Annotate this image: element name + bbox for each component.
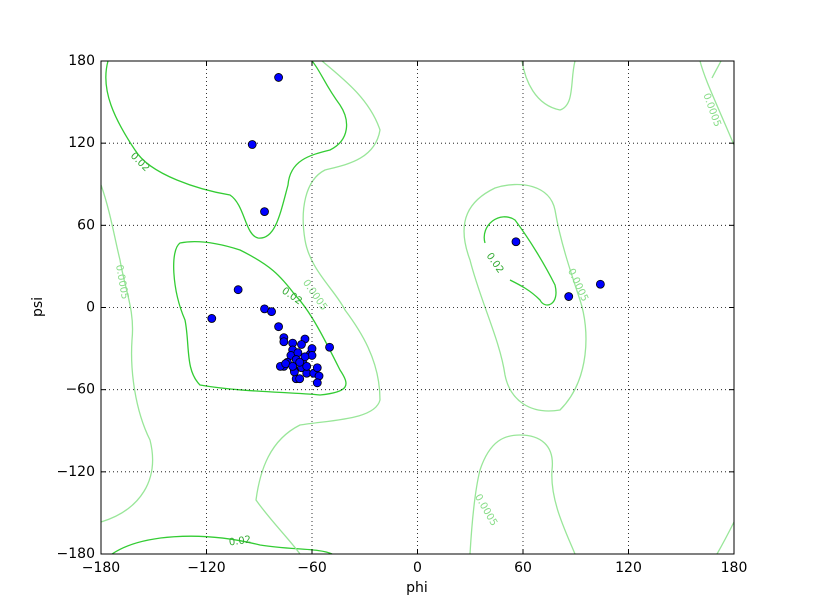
- contour-label: 0.02: [228, 534, 252, 548]
- x-tick-label: 0: [413, 560, 422, 576]
- contour-line: [255, 60, 381, 555]
- contour-line: [173, 241, 347, 396]
- point: [295, 374, 305, 384]
- point: [260, 207, 269, 217]
- contour-line: [521, 60, 576, 111]
- point: [207, 314, 217, 323]
- plot-frame: [100, 60, 735, 555]
- y-axis-label: psi: [30, 297, 46, 317]
- contour-line: [483, 216, 557, 306]
- x-tick-label: 180: [721, 560, 748, 576]
- y-tick-label: 180: [68, 53, 95, 69]
- x-tick-label: 120: [615, 560, 642, 576]
- point: [295, 357, 305, 367]
- y-tick-label: −180: [57, 546, 95, 562]
- point: [247, 140, 257, 149]
- x-tick-label: −120: [187, 560, 225, 576]
- point: [297, 340, 306, 349]
- point: [274, 322, 283, 332]
- contour-line: [100, 184, 154, 523]
- point: [312, 363, 322, 373]
- contour-line: [716, 521, 735, 555]
- x-tick-label: −60: [297, 560, 327, 576]
- x-axis-label: phi: [406, 580, 428, 596]
- y-tick-label: 0: [86, 300, 95, 316]
- y-tick-label: −60: [65, 382, 95, 398]
- point: [288, 361, 298, 371]
- point: [325, 342, 334, 352]
- point: [302, 361, 312, 371]
- point: [511, 237, 521, 247]
- y-tick-label: 120: [68, 135, 95, 151]
- y-tick-label: 60: [77, 217, 95, 233]
- contour-line: [469, 434, 576, 555]
- contours: [100, 60, 735, 555]
- point: [279, 337, 289, 347]
- contour-line: [105, 60, 348, 239]
- point: [312, 378, 322, 388]
- point: [595, 279, 605, 289]
- contour-line: [699, 60, 735, 146]
- point: [267, 307, 276, 317]
- point: [307, 351, 317, 360]
- point: [564, 292, 574, 301]
- y-tick-label: −120: [57, 464, 95, 480]
- x-tick-label: 60: [514, 560, 532, 576]
- contour-line: [463, 183, 587, 412]
- point: [233, 285, 243, 295]
- x-tick-label: −180: [82, 560, 120, 576]
- contour-line: [711, 60, 722, 79]
- point: [300, 352, 310, 362]
- point: [274, 73, 283, 82]
